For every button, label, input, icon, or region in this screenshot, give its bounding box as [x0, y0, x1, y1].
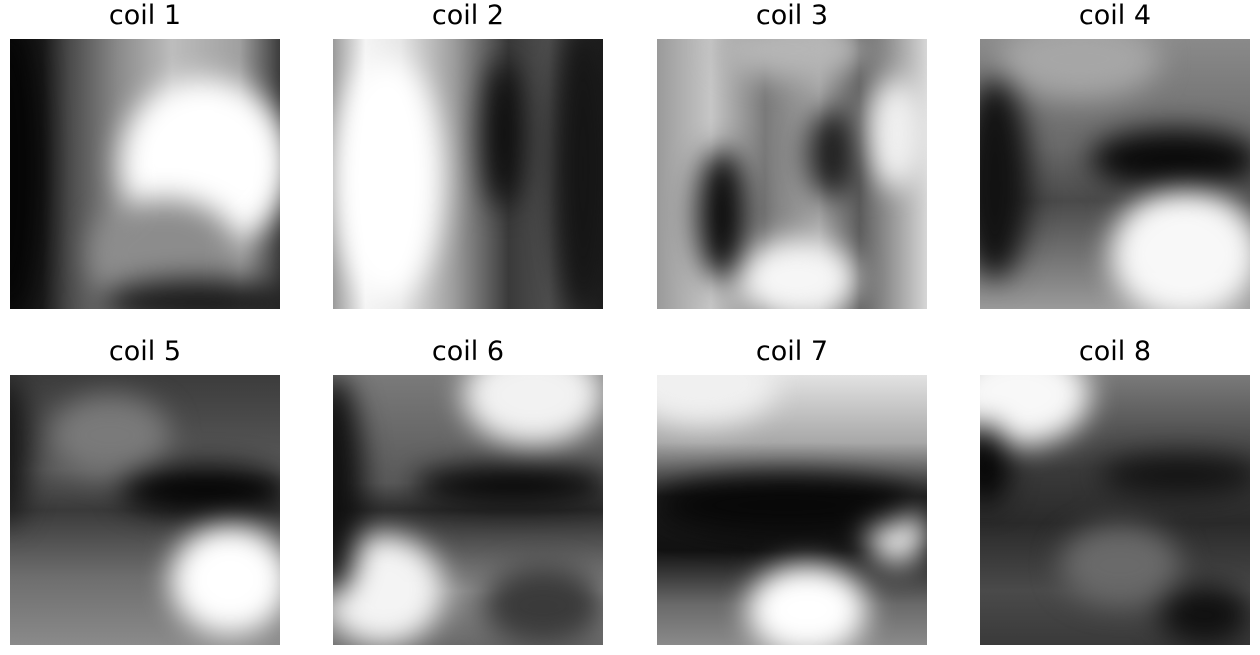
coil-image [333, 39, 603, 309]
coil-image [10, 39, 280, 309]
panel-title: coil 5 [108, 336, 182, 367]
panel-title: coil 3 [755, 0, 829, 31]
panel-title: coil 1 [108, 0, 182, 31]
coil-image [980, 39, 1250, 309]
coil-image [333, 375, 603, 645]
coil-image [657, 375, 927, 645]
panel-title: coil 8 [1078, 336, 1152, 367]
panel-title: coil 4 [1078, 0, 1152, 31]
panel-title: coil 7 [755, 336, 829, 367]
panel-title: coil 6 [431, 336, 505, 367]
panel-title: coil 2 [431, 0, 505, 31]
coil-image [10, 375, 280, 645]
coil-image [657, 39, 927, 309]
coil-image [980, 375, 1250, 645]
